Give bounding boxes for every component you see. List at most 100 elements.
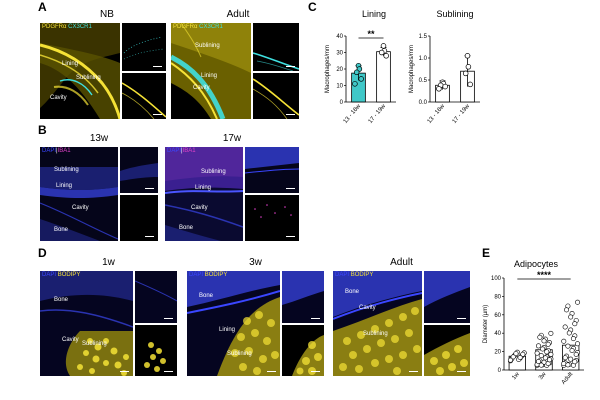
micrograph-d-3w-inset-dapi <box>282 271 324 323</box>
micrograph-d-adult-inset-bodipy <box>424 325 470 376</box>
scale-bar <box>164 371 173 372</box>
micrograph-a-nb-main: PDGFRα CX3CR1 Lining Sublining Cavity <box>40 23 120 119</box>
tissue-label-sublining: Sublining <box>82 341 107 347</box>
panel-label-c: C <box>308 0 317 14</box>
micrograph-b-13w-main: DAPI|IBA1 Sublining Lining Cavity Bone <box>40 147 118 241</box>
y-tick-label: 60 <box>494 313 501 319</box>
chart-adipocytes: 0 20 40 60 80 100 Diameter (µm) 1w 3w Adult **** <box>483 270 584 386</box>
data-point <box>517 355 523 361</box>
data-point <box>544 349 550 355</box>
tissue-label-lining: Lining <box>56 183 73 189</box>
scale-bar <box>457 371 466 372</box>
column-title-nb: NB <box>100 9 114 20</box>
stain-label-a-adult: PDGFRα CX3CR1 <box>173 24 223 30</box>
column-title-1w: 1w <box>102 257 115 268</box>
scale-bar <box>145 188 154 189</box>
scale-bar <box>164 318 173 319</box>
category-label: 13 - 16w <box>427 103 447 125</box>
category-label: 3w <box>538 371 548 381</box>
y-tick-label: 0.0 <box>419 100 428 106</box>
scale-bar <box>267 371 276 372</box>
data-point <box>568 314 574 320</box>
data-point <box>383 53 389 59</box>
data-point <box>358 76 364 82</box>
chart-title-lining: Lining <box>361 9 387 19</box>
y-tick-label: 20 <box>336 67 343 73</box>
tissue-label-sublining: Sublining <box>363 331 388 337</box>
column-title-3w: 3w <box>249 257 262 268</box>
data-point <box>568 356 574 362</box>
y-tick-label: 10 <box>336 84 343 90</box>
scale-bar <box>153 114 162 115</box>
data-point <box>562 355 568 361</box>
micrograph-d-1w-main: DAPI BODIPY Bone Cavity Sublining <box>40 271 133 376</box>
category-label: 1w <box>511 371 521 381</box>
category-label: 13 - 16w <box>343 103 363 125</box>
data-point <box>562 324 568 330</box>
scale-bar <box>286 188 295 189</box>
y-tick-label: 20 <box>494 350 501 356</box>
data-point <box>442 83 448 90</box>
stain-label-d-3w: DAPI BODIPY <box>189 272 228 278</box>
y-tick-label: 40 <box>494 331 501 337</box>
tissue-label-cavity: Cavity <box>62 337 79 343</box>
panel-label-d: D <box>38 246 47 260</box>
micrograph-d-1w-inset-dapi <box>135 271 177 323</box>
data-point <box>352 81 358 87</box>
tissue-label-sublining: Sublining <box>76 75 101 81</box>
micrograph-d-adult-main: DAPI BODIPY Bone Cavity Sublining <box>333 271 422 376</box>
data-point <box>353 69 360 76</box>
stain-label-b-17w: DAPI|IBA1 <box>167 148 196 154</box>
tissue-label-bone: Bone <box>179 225 194 231</box>
micrograph-b-13w-inset-iba1 <box>120 195 158 241</box>
scale-bar <box>286 236 295 237</box>
tissue-label-sublining: Sublining <box>195 43 220 49</box>
data-point <box>464 53 471 59</box>
data-point <box>507 357 513 363</box>
micrograph-b-17w-inset-iba1 <box>245 195 299 241</box>
column-title-adult: Adult <box>226 9 250 20</box>
y-axis-label: Diameter (µm) <box>483 305 489 343</box>
micrograph-b-17w-main: DAPI|IBA1 Sublining Lining Cavity Bone <box>165 147 243 241</box>
data-point <box>535 343 541 349</box>
y-tick-label: 100 <box>491 276 502 282</box>
stain-label-b-13w: DAPI|IBA1 <box>42 148 71 154</box>
scale-bar <box>409 371 418 372</box>
data-point <box>513 351 519 357</box>
data-point <box>538 362 544 368</box>
y-tick-label: 40 <box>336 34 343 40</box>
scale-bar <box>457 318 466 319</box>
data-point <box>535 359 541 365</box>
tissue-label-lining: Lining <box>195 185 212 191</box>
tissue-label-sublining: Sublining <box>227 351 252 357</box>
tissue-label-lining: Lining <box>219 327 236 333</box>
data-point <box>569 347 575 353</box>
scale-bar <box>120 371 129 372</box>
y-tick-label: 0.5 <box>419 78 428 84</box>
data-point <box>510 354 516 360</box>
micrograph-d-adult-inset-dapi <box>424 271 470 323</box>
tissue-label-bone: Bone <box>345 289 360 295</box>
micrograph-d-1w-inset-bodipy <box>135 325 177 376</box>
micrograph-a-nb-inset-cyan <box>122 23 166 71</box>
y-tick-label: 0 <box>340 100 344 106</box>
tissue-label-bone: Bone <box>54 297 69 303</box>
stain-label-a-nb: PDGFRα CX3CR1 <box>42 24 92 30</box>
data-point <box>565 362 571 368</box>
data-point <box>540 346 546 352</box>
data-point <box>380 43 387 49</box>
micrograph-d-3w-main: DAPI BODIPY Bone Lining Sublining <box>187 271 280 376</box>
panel-label-a: A <box>38 0 47 14</box>
micrograph-a-nb-inset-yellow <box>122 73 166 119</box>
tissue-label-cavity: Cavity <box>72 205 89 211</box>
data-point <box>561 361 567 367</box>
data-point <box>572 321 578 327</box>
micrograph-b-13w-inset-dapi <box>120 147 158 193</box>
data-point <box>548 330 554 336</box>
tissue-label-lining: Lining <box>201 73 218 79</box>
data-point <box>570 336 576 342</box>
panel-label-e: E <box>482 246 491 260</box>
category-label: 17 - 19w <box>368 103 388 125</box>
data-point <box>548 351 554 357</box>
